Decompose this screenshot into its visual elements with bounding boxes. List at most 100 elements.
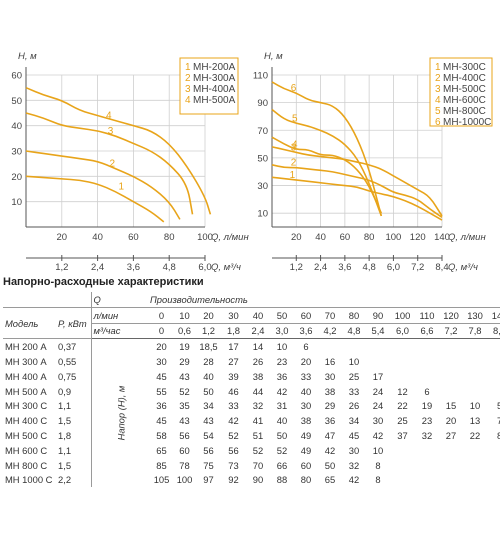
head-value-cell: 38 [324, 385, 336, 397]
head-value-cell [463, 384, 487, 399]
head-value-cell: 17 [228, 341, 239, 353]
x-tick-label: 60 [128, 232, 139, 243]
curve-3 [25, 112, 194, 215]
head-value-cell: 14 [252, 341, 264, 353]
power-cell: 1,8 [58, 430, 72, 442]
table-row: МН 300 С 1,1 36 35 34 33 32 31 30 29 26 24 22 19 15 10 5 [3, 399, 500, 414]
head-value-cell [487, 443, 500, 458]
head-value-cell: 36 [156, 400, 167, 412]
curve-3 [271, 146, 443, 217]
power-cell: 1,5 [58, 415, 72, 427]
flow-m3h-cell: 4,8 [342, 323, 367, 340]
head-value-cell [487, 458, 500, 473]
head-value-cell [439, 473, 463, 488]
head-value-cell: 6 [303, 341, 309, 353]
legend-entry: МН-500А [193, 95, 236, 106]
curve-label: 4 [106, 111, 112, 122]
legend-number: 6 [435, 117, 441, 128]
flow-m3h-cell: 5,4 [366, 323, 391, 340]
curve-4 [25, 86, 212, 215]
curve-label: 5 [292, 113, 298, 124]
x-tick-label: 40 [92, 232, 103, 243]
head-value-cell: 7 [496, 415, 500, 427]
head-value-cell: 10 [372, 444, 384, 456]
head-value-cell: 43 [203, 415, 214, 427]
x2-axis-label: Q, м³/ч [211, 262, 241, 273]
legend-entry: МН-500С [443, 84, 486, 95]
head-value-cell: 100 [176, 474, 193, 486]
head-value-cell: 50 [324, 459, 336, 471]
head-value-cell: 30 [348, 444, 360, 456]
legend-number: 5 [435, 106, 441, 117]
head-value-cell: 20 [445, 415, 457, 427]
curve-6 [271, 81, 383, 217]
unit-m3h: м³/час [90, 323, 151, 340]
power-cell: 0,9 [58, 385, 72, 397]
x-tick-label: 100 [385, 232, 401, 243]
head-value-cell: 8 [375, 474, 381, 486]
head-value-cell: 20 [156, 341, 167, 353]
head-axis-label: Напор (Н), м [90, 338, 151, 488]
head-value-cell [487, 473, 500, 488]
head-value-cell [439, 369, 463, 384]
flow-m3h-cell: 4,2 [318, 323, 343, 340]
head-value-cell [439, 354, 463, 369]
head-value-cell: 34 [348, 415, 360, 427]
table-row: МН 500 А 0,9 55 52 50 46 44 42 40 38 33 24 12 6 [3, 384, 500, 399]
head-value-cell: 90 [252, 474, 264, 486]
flow-m3h-cell: 0 [150, 323, 174, 340]
head-value-cell: 32 [421, 430, 433, 442]
power-cell: 0,55 [58, 356, 77, 368]
curve-label: 4 [292, 140, 298, 151]
y-tick-label: 110 [253, 71, 268, 82]
head-value-cell [390, 339, 415, 354]
power-cell: 0,75 [58, 370, 77, 382]
head-value-cell: 44 [252, 385, 264, 397]
head-value-cell: 26 [252, 356, 264, 368]
legend-entry: МН-400С [443, 73, 486, 84]
model-cell: МН 400 А [5, 370, 47, 382]
head-value-cell [439, 443, 463, 458]
x-tick-label: 80 [164, 232, 175, 243]
head-value-cell: 47 [324, 430, 336, 442]
head-value-cell: 33 [228, 400, 239, 412]
model-header: Модель [3, 307, 58, 340]
legend-box [429, 57, 493, 127]
head-value-cell: 45 [348, 430, 360, 442]
head-value-cell: 105 [153, 474, 170, 486]
x2-tick-label: 2,4 [314, 262, 327, 273]
head-value-cell: 15 [445, 400, 457, 412]
head-value-cell: 10 [348, 356, 360, 368]
head-value-cell: 30 [324, 370, 336, 382]
head-value-cell: 42 [324, 444, 336, 456]
header-row-m3h: м³/час 0 0,6 1,2 1,8 2,4 3,0 3,6 4,2 4,8 5,4 6,0 6,6… [3, 323, 500, 340]
head-value-cell: 49 [300, 444, 312, 456]
legend-number: 1 [185, 62, 191, 73]
legend-entry: МН-300С [443, 62, 486, 73]
y-tick-label: 10 [11, 197, 22, 208]
table-row: МН 800 С 1,5 85 78 75 73 70 66 60 50 32 8 [3, 458, 500, 473]
unit-lpm: л/мин [90, 307, 151, 324]
head-value-cell: 28 [203, 356, 214, 368]
model-cell: МН 200 А [5, 341, 47, 353]
q-symbol: Q [90, 292, 151, 308]
legend-number: 3 [435, 84, 441, 95]
power-cell: 1,1 [58, 444, 72, 456]
head-value-cell: 60 [179, 444, 190, 456]
head-value-cell: 40 [276, 415, 288, 427]
head-value-cell [366, 354, 390, 369]
table-row: МН 600 С 1,1 65 60 56 56 52 52 49 42 30 10 [3, 443, 500, 458]
head-value-cell: 32 [348, 459, 360, 471]
head-value-cell: 97 [203, 474, 214, 486]
head-value-cell [439, 339, 463, 354]
flow-m3h-cell: 7,8 [463, 323, 488, 340]
y-tick-label: 30 [11, 147, 22, 158]
head-value-cell [487, 369, 500, 384]
head-value-cell: 29 [324, 400, 336, 412]
head-value-cell: 56 [228, 444, 239, 456]
table-row: МН 500 С 1,8 58 56 54 52 51 50 49 47 45 42 37 32 27 22 8 [3, 428, 500, 443]
y-tick-label: 50 [257, 153, 268, 164]
head-value-cell: 32 [252, 400, 264, 412]
head-value-cell: 34 [203, 400, 214, 412]
